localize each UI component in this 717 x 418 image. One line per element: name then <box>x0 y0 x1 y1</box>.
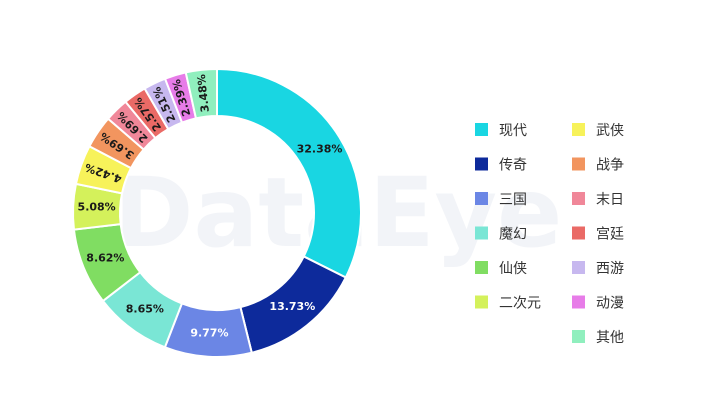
legend-item-1-5: 动漫 <box>572 295 624 312</box>
legend-item-0-2: 三国 <box>475 192 527 208</box>
legend-swatch <box>572 226 585 240</box>
legend-item-1-6: 其他 <box>572 330 624 346</box>
legend-swatch <box>572 192 585 205</box>
legend-label: 其他 <box>596 330 624 346</box>
legend-label: 传奇 <box>499 157 527 174</box>
legend-swatch <box>475 226 488 240</box>
slice-label-4: 8.62% <box>86 251 124 264</box>
legend-swatch <box>572 261 585 274</box>
legend-label: 末日 <box>596 192 624 208</box>
legend-swatch <box>475 157 488 171</box>
legend-label: 仙侠 <box>499 261 527 277</box>
slice-label-1: 13.73% <box>269 300 315 313</box>
legend-label: 西游 <box>596 261 624 277</box>
donut-slices <box>72 67 362 358</box>
legend-item-0-5: 二次元 <box>475 295 541 312</box>
legend-item-0-1: 传奇 <box>475 157 527 174</box>
legend-label: 现代 <box>499 123 527 139</box>
legend-label: 武侠 <box>596 123 624 139</box>
legend-swatch <box>572 295 585 309</box>
legend-swatch <box>572 123 585 136</box>
legend-swatch <box>475 123 488 136</box>
legend-swatch <box>572 157 585 171</box>
legend-label: 三国 <box>499 192 527 208</box>
legend-swatch <box>475 261 488 274</box>
slice-label-3: 8.65% <box>126 303 164 316</box>
legend-item-0-3: 魔幻 <box>475 226 527 243</box>
slice-label-0: 32.38% <box>297 143 343 156</box>
legend-item-0-0: 现代 <box>475 123 527 139</box>
legend-item-1-2: 末日 <box>572 192 624 208</box>
slice-label-12: 3.48% <box>195 74 212 113</box>
legend-item-1-1: 战争 <box>572 157 624 174</box>
slice-label-2: 9.77% <box>190 326 228 339</box>
legend-label: 二次元 <box>499 296 541 312</box>
slice-label-5: 5.08% <box>78 201 116 214</box>
legend-item-1-0: 武侠 <box>572 123 624 139</box>
slice-0 <box>216 67 362 279</box>
legend-label: 战争 <box>596 158 624 174</box>
legend-swatch <box>475 192 488 205</box>
legend-swatch <box>475 295 488 309</box>
legend-item-0-4: 仙侠 <box>475 261 527 277</box>
legend-label: 动漫 <box>596 296 624 312</box>
legend-label: 宫廷 <box>596 227 624 243</box>
slice-12 <box>184 67 218 120</box>
legend-item-1-3: 宫廷 <box>572 226 624 243</box>
legend-label: 魔幻 <box>499 227 527 243</box>
legend-swatch <box>572 330 585 343</box>
legend-item-1-4: 西游 <box>572 261 624 277</box>
